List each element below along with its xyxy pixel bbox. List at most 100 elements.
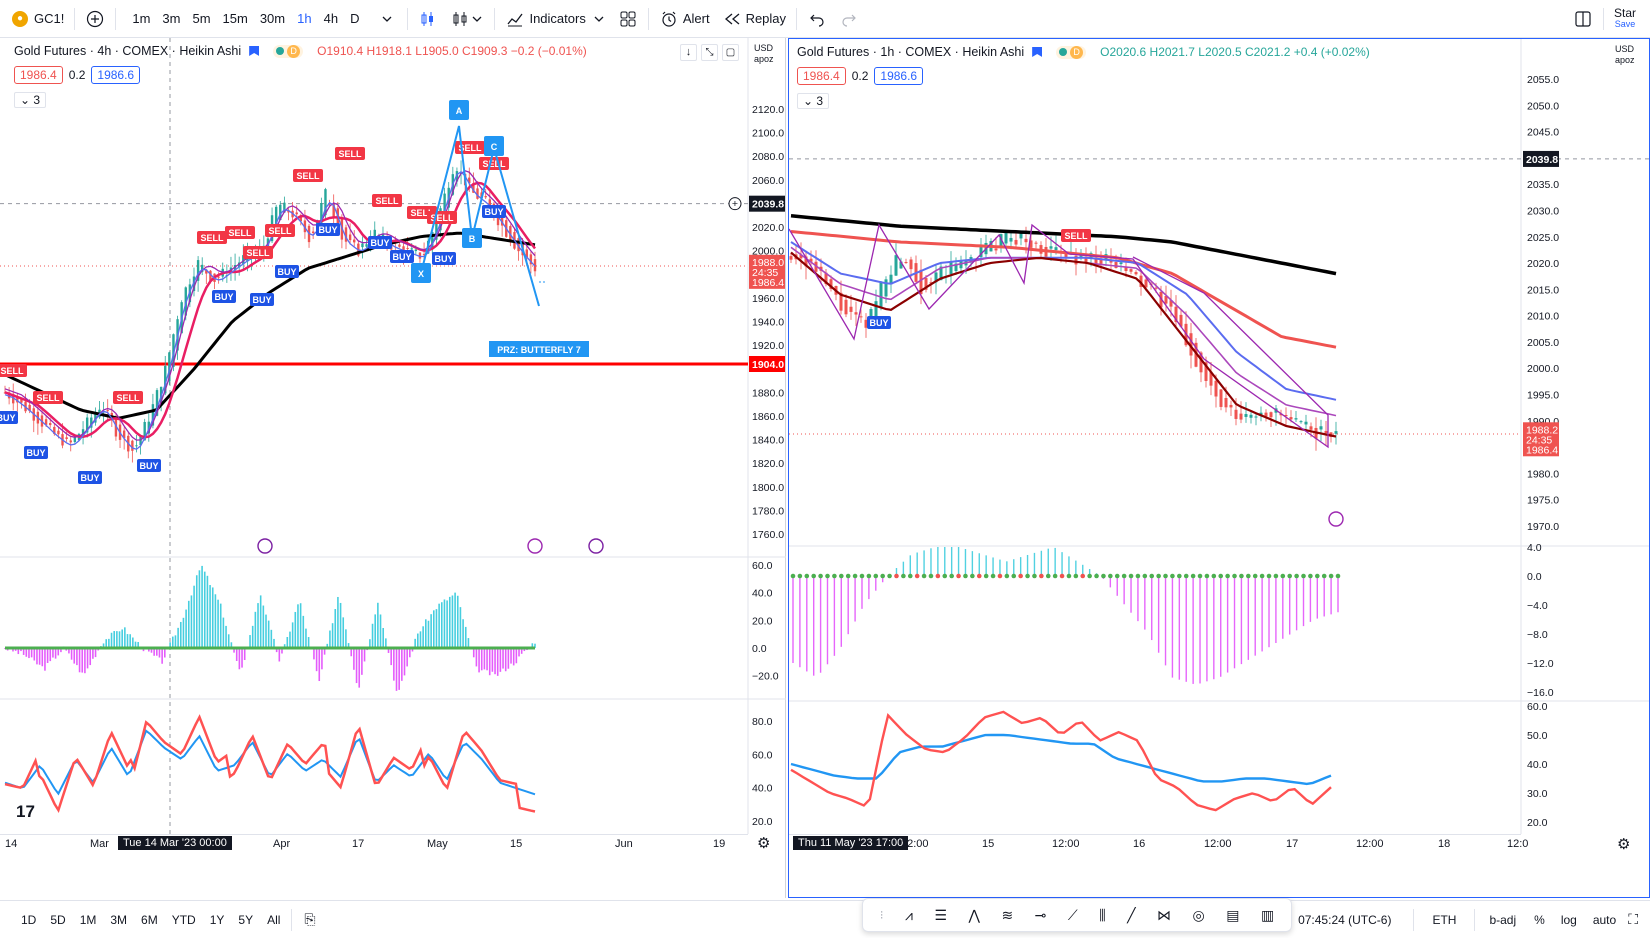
trend-line-icon[interactable]: ⟋ bbox=[1067, 906, 1078, 923]
timeframe-D[interactable]: D bbox=[350, 11, 360, 26]
range-all[interactable]: All bbox=[267, 912, 281, 927]
horizontal-ray-icon[interactable]: ⊸ bbox=[1034, 906, 1047, 923]
osc1-tick: −16.0 bbox=[1527, 687, 1554, 699]
timeframe-3m[interactable]: 3m bbox=[162, 11, 181, 26]
left-chart-pane[interactable]: 2120.0 2100.0 2080.0 2060.0 2020.0 2000.0 1960… bbox=[0, 38, 786, 898]
timeframe-4h[interactable]: 4h bbox=[323, 11, 339, 26]
arrow-down-icon[interactable]: ↓ bbox=[680, 44, 697, 61]
templates-button[interactable] bbox=[612, 0, 644, 38]
range-3m[interactable]: 3M bbox=[110, 912, 128, 927]
maximize-icon[interactable]: ▢ bbox=[722, 44, 739, 61]
right-date-axis[interactable]: Thu 11 May '23 17:00 12:00 15 12:00 16 1… bbox=[789, 834, 1528, 854]
left-chart-canvas[interactable]: 2120.02100.02080.02060.02020.02000.01960… bbox=[0, 38, 786, 898]
osc2-tick: 20.0 bbox=[752, 816, 773, 828]
range-ytd[interactable]: YTD bbox=[171, 912, 196, 927]
line-icon[interactable]: ╱ bbox=[1127, 906, 1136, 923]
candle-body bbox=[172, 334, 175, 367]
range-1d[interactable]: 1D bbox=[21, 912, 37, 927]
left-date-axis[interactable]: 14 Mar Tue 14 Mar '23 00:00 Apr 17 May 1… bbox=[0, 834, 748, 854]
timeframe-1h[interactable]: 1h bbox=[297, 11, 312, 26]
candle-body bbox=[829, 279, 833, 289]
fullscreen-icon[interactable]: ⛶ bbox=[1628, 911, 1638, 927]
right-chart-canvas[interactable]: 2055.0 2050.0 2045.0 2035.0 2030.0 2025.0 2020… bbox=[789, 39, 1649, 897]
candle-body bbox=[1114, 261, 1118, 268]
right-currency[interactable]: USD apoz bbox=[1615, 44, 1635, 66]
timeframe-5m[interactable]: 5m bbox=[192, 11, 211, 26]
pitchfork-icon[interactable]: ⩘ bbox=[905, 906, 913, 923]
left-ohlc: O1910.4 H1918.1 L1905.0 C1909.3 −0.2 (−0… bbox=[317, 44, 587, 58]
sell-signal-text: SELL bbox=[338, 149, 362, 159]
range-1y[interactable]: 1Y bbox=[209, 912, 225, 927]
ask-price[interactable]: 1986.6 bbox=[91, 66, 141, 84]
polyline-icon[interactable]: ⋈ bbox=[1157, 906, 1172, 923]
chevron-down-icon bbox=[592, 9, 606, 29]
collapse-icon[interactable]: ⤡ bbox=[701, 44, 718, 61]
settings-gear[interactable]: ⚙ bbox=[757, 835, 771, 852]
replay-button[interactable]: Replay bbox=[716, 0, 792, 38]
zero-dot bbox=[1273, 573, 1279, 579]
range-5y[interactable]: 5Y bbox=[238, 912, 254, 927]
undo-button[interactable] bbox=[801, 0, 833, 38]
fib-retracement-icon[interactable]: ☰ bbox=[934, 906, 947, 923]
ask-price[interactable]: 1986.6 bbox=[874, 67, 924, 85]
candle-body bbox=[1144, 279, 1148, 288]
bid-price[interactable]: 1986.4 bbox=[797, 67, 846, 85]
indicators-collapse[interactable]: ⌄ 3 bbox=[14, 92, 47, 108]
zero-dot bbox=[832, 573, 837, 579]
percent-toggle[interactable]: % bbox=[1534, 912, 1545, 927]
candle-body bbox=[73, 436, 77, 443]
currency-label: USD bbox=[1615, 44, 1635, 54]
chart-type-button[interactable] bbox=[444, 0, 490, 38]
drawing-toolbar: ⁝ ⩘ ☰ ⋀ ≋ ⊸ ⟋ ⫼ ╱ ⋈ ◎ ▤ ▥ bbox=[862, 898, 1292, 932]
date-label: Apr bbox=[273, 838, 291, 850]
timeframe-30m[interactable]: 30m bbox=[259, 11, 286, 26]
indicators-collapse[interactable]: ⌄ 3 bbox=[797, 93, 830, 109]
clock[interactable]: 07:45:24 (UTC-6) bbox=[1298, 912, 1392, 927]
drag-handle-icon[interactable]: ⁝ bbox=[879, 908, 884, 922]
candle-body bbox=[85, 417, 89, 433]
zero-dot bbox=[1232, 573, 1237, 579]
left-chart-title: Gold Futures · 4h · COMEX · Heikin Ashi bbox=[14, 44, 242, 58]
elliott-wave-icon[interactable]: ≋ bbox=[1001, 906, 1014, 923]
layout-button[interactable] bbox=[1567, 0, 1599, 38]
left-currency[interactable]: USD apoz bbox=[754, 43, 774, 65]
range-1m[interactable]: 1M bbox=[79, 912, 97, 927]
session-toggle[interactable]: ETH bbox=[1432, 912, 1457, 927]
timeframe-15m[interactable]: 15m bbox=[222, 11, 248, 26]
bar-style-button[interactable] bbox=[412, 0, 444, 38]
candle-body bbox=[192, 276, 196, 291]
symbol-search[interactable]: ● GC1! bbox=[0, 0, 70, 38]
ma-faster-line bbox=[790, 246, 1337, 417]
buy-signal-text: BUY bbox=[139, 461, 158, 471]
range-5d[interactable]: 5D bbox=[50, 912, 66, 927]
indicators-button[interactable]: Indicators bbox=[499, 0, 611, 38]
candle-body bbox=[418, 252, 422, 259]
range-6m[interactable]: 6M bbox=[141, 912, 158, 927]
candle-body bbox=[1064, 253, 1068, 258]
alert-button[interactable]: Alert bbox=[653, 0, 716, 38]
price-tick: 2050.0 bbox=[1527, 100, 1559, 112]
timeframe-dropdown[interactable] bbox=[371, 0, 403, 38]
candle-body bbox=[517, 238, 520, 252]
date-range-icon[interactable]: ⫼ bbox=[1099, 906, 1106, 923]
date-range-icon[interactable]: ⎘ bbox=[304, 911, 316, 927]
save-layout-button[interactable]: Star Save bbox=[1608, 0, 1650, 38]
auto-toggle[interactable]: auto bbox=[1592, 912, 1617, 927]
compare-symbol-button[interactable] bbox=[79, 0, 111, 38]
log-toggle[interactable]: log bbox=[1560, 912, 1577, 927]
settings-gear[interactable]: ⚙ bbox=[1617, 836, 1631, 853]
xabcd-pattern-icon[interactable]: ⋀ bbox=[968, 906, 980, 923]
zero-dot bbox=[1025, 573, 1030, 579]
long-position-icon[interactable]: ▤ bbox=[1226, 906, 1240, 923]
candle-body bbox=[344, 227, 348, 242]
bid-price[interactable]: 1986.4 bbox=[14, 66, 63, 84]
sell-signal bbox=[243, 246, 273, 259]
brush-icon[interactable]: ◎ bbox=[1192, 906, 1205, 923]
right-chart-pane[interactable]: 2055.0 2050.0 2045.0 2035.0 2030.0 2025.0 2020… bbox=[788, 38, 1650, 898]
short-position-icon[interactable]: ▥ bbox=[1260, 906, 1275, 923]
badj-toggle[interactable]: b-adj bbox=[1489, 912, 1517, 927]
timeframe-1m[interactable]: 1m bbox=[132, 11, 151, 26]
osc2-tick: 30.0 bbox=[1527, 788, 1548, 800]
redo-button[interactable] bbox=[833, 0, 865, 38]
zero-dot bbox=[1280, 573, 1286, 579]
